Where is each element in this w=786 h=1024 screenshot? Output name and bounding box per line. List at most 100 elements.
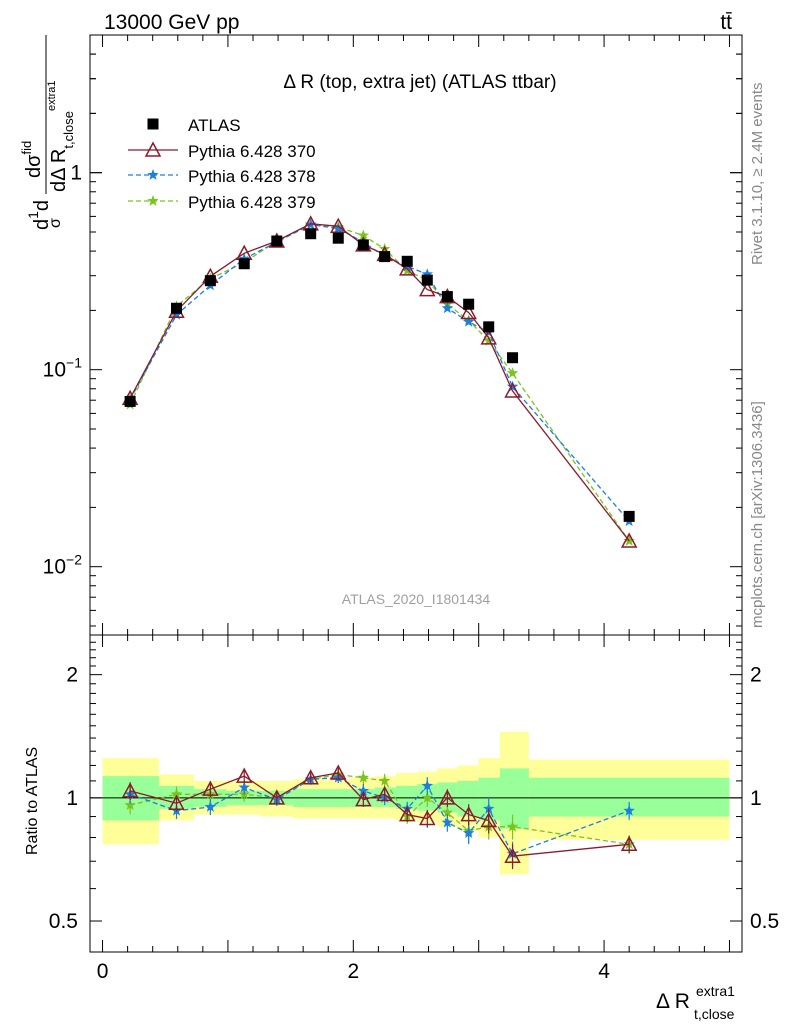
series-1-point [620, 532, 638, 548]
series-line-3 [129, 223, 630, 542]
x-axis-label: Δ R t,close extra1 [656, 983, 735, 1022]
ratio-tick-label-0.5-left: 0.5 [49, 910, 78, 933]
ratio-point-0 [480, 811, 497, 828]
series-3-point [401, 264, 413, 276]
series-2-point [332, 222, 344, 234]
svg-text:d1d: d1d [25, 200, 53, 230]
series-3-point [483, 334, 495, 346]
ratio-point-0 [439, 789, 456, 805]
ratio-band-inner [457, 780, 479, 817]
atlas-data-point [357, 239, 369, 251]
atlas-data-point [332, 232, 344, 244]
atlas-data-point [238, 258, 250, 270]
ratio-point-1 [204, 800, 217, 812]
x-tick-label-2: 2 [347, 960, 359, 983]
ratio-point-1 [623, 804, 635, 816]
svg-text:dσfid: dσfid [19, 141, 45, 178]
atlas-data-point [483, 321, 495, 333]
svg-text:extra1: extra1 [696, 983, 735, 999]
main-data-layer [121, 215, 638, 548]
analysis-watermark: ATLAS_2020_I1801434 [342, 591, 491, 607]
atlas-data-point [421, 274, 433, 286]
legend-marker-3 [147, 195, 159, 206]
series-1-point [480, 329, 497, 345]
ratio-point-0 [202, 780, 219, 796]
ratio-point-0 [460, 806, 477, 822]
ratio-point-0 [302, 769, 319, 785]
y-tick-label-0.1: 10−1 [43, 355, 83, 382]
atlas-data-point [271, 235, 283, 247]
legend-label-atlas: ATLAS [188, 116, 241, 135]
legend-marker-1 [144, 141, 162, 157]
atlas-data-point [379, 251, 391, 263]
series-1-point [330, 217, 347, 233]
ratio-point-0 [620, 835, 638, 852]
ratio-point-2 [441, 806, 454, 818]
ratio-y-axis-label: Ratio to ATLAS [24, 747, 41, 855]
atlas-data-point [441, 291, 453, 303]
svg-text:σ: σ [47, 218, 64, 228]
ratio-band-inner [478, 777, 501, 821]
series-2-point [506, 380, 519, 392]
ratio-point-0 [168, 794, 185, 810]
ratio-point-1 [462, 827, 475, 838]
ratio-uncertainty-bands [102, 731, 730, 875]
ratio-point-0 [376, 785, 393, 802]
legend-marker-atlas [147, 118, 159, 130]
legend-label-pythia-370: Pythia 6.428 370 [188, 142, 316, 161]
ratio-point-2 [506, 820, 519, 832]
series-2-point [421, 268, 433, 280]
atlas-data-point [171, 302, 183, 314]
ratio-point-1 [483, 802, 495, 814]
ratio-tick-label-1-left: 1 [66, 787, 78, 810]
series-3-point [506, 367, 519, 379]
ratio-point-0 [268, 789, 286, 805]
y-tick-label-0.01: 10−2 [43, 552, 83, 579]
ratio-plot-frame [89, 634, 743, 953]
legend-marker-2 [147, 169, 159, 180]
atlas-data-point [204, 275, 216, 287]
ratio-point-0 [398, 806, 416, 822]
ratio-point-2 [357, 771, 370, 783]
ratio-tick-label-2-left: 2 [66, 664, 78, 687]
ratio-tick-label-2-right: 2 [750, 664, 762, 687]
atlas-data-point [305, 228, 317, 240]
atlas-data-point [463, 298, 475, 310]
y-axis-label: d1d σ dσfid dΔ Rt,closeextra1 [19, 35, 76, 230]
mcplots-label: mcplots.cern.ch [arXiv:1306.3436] [749, 401, 766, 628]
series-2-point [462, 315, 475, 327]
rivet-version-label: Rivet 3.1.10, ≥ 2.4M events [749, 83, 766, 266]
series-1-point [398, 260, 416, 276]
legend-label-pythia-378: Pythia 6.428 378 [188, 167, 316, 186]
ratio-point-1 [238, 781, 250, 793]
ratio-point-2 [170, 788, 183, 800]
ratio-point-2 [421, 791, 433, 803]
axis-ticks [90, 34, 742, 952]
ratio-point-0 [121, 782, 139, 798]
series-line-2 [129, 223, 630, 522]
ratio-point-0 [330, 764, 347, 780]
chart-title: Δ R (top, extra jet) (ATLAS ttbar) [283, 72, 556, 93]
atlas-data-point [124, 395, 136, 407]
atlas-data-point [507, 352, 519, 364]
header-left-label: 13000 GeV pp [104, 11, 239, 34]
ratio-data-layer [121, 764, 638, 870]
x-tick-label-0: 0 [97, 960, 109, 983]
atlas-data-point [623, 510, 635, 522]
ratio-point-2 [378, 774, 391, 786]
ratio-point-1 [421, 779, 433, 791]
svg-text:t,close: t,close [694, 1006, 735, 1022]
ratio-point-1 [441, 816, 454, 828]
series-2-point [170, 308, 183, 320]
ratio-line-2 [129, 773, 630, 845]
series-1-point [419, 281, 436, 297]
series-1-point [460, 303, 477, 320]
ratio-point-0 [355, 791, 372, 807]
legend-label-pythia-379: Pythia 6.428 379 [188, 193, 316, 212]
ratio-tick-label-0.5-right: 0.5 [750, 910, 779, 933]
series-3-point [357, 229, 370, 241]
ratio-point-1 [357, 784, 370, 796]
series-1-point [235, 244, 253, 261]
header-right-label: tt̄ [720, 11, 732, 34]
